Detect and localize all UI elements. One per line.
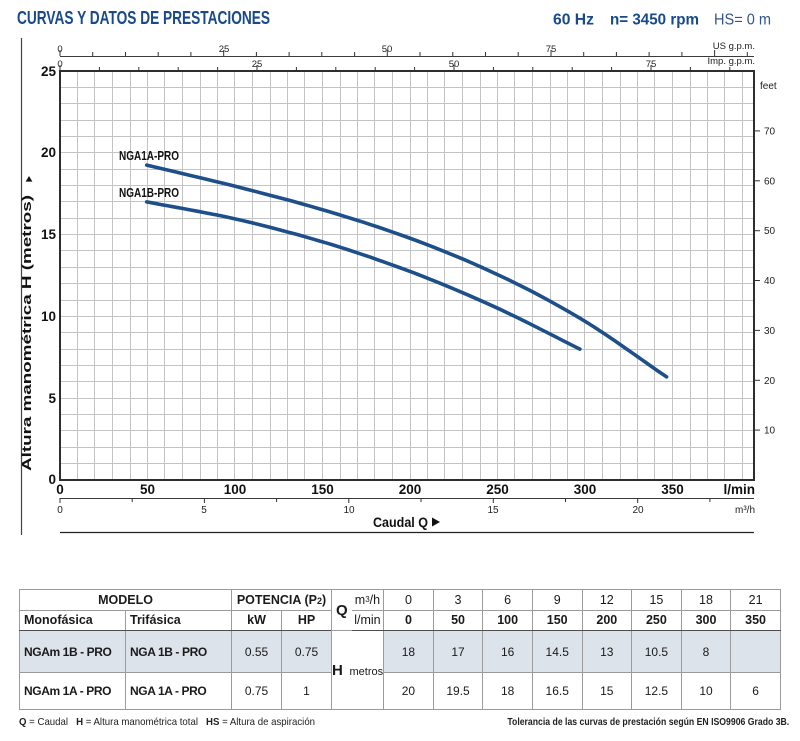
svg-text:200: 200: [399, 482, 422, 497]
svg-text:30: 30: [764, 326, 776, 337]
svg-text:100: 100: [224, 482, 247, 497]
svg-text:0: 0: [56, 482, 64, 497]
svg-text:10: 10: [41, 309, 56, 324]
svg-text:50: 50: [140, 482, 155, 497]
svg-text:0: 0: [57, 59, 62, 70]
svg-text:l/min: l/min: [723, 482, 755, 497]
svg-text:50: 50: [382, 44, 393, 55]
svg-text:40: 40: [764, 276, 776, 287]
svg-text:10: 10: [764, 426, 776, 437]
svg-text:Altura manométrica H (metros): Altura manométrica H (metros): [19, 195, 34, 471]
svg-text:50: 50: [449, 59, 460, 70]
svg-text:25: 25: [252, 59, 263, 70]
svg-text:60: 60: [764, 176, 776, 187]
svg-text:m³/h: m³/h: [735, 505, 755, 516]
svg-text:50: 50: [764, 226, 776, 237]
svg-text:n= 3450 rpm: n= 3450 rpm: [610, 12, 699, 29]
svg-text:0: 0: [48, 472, 56, 487]
svg-text:5: 5: [201, 505, 207, 516]
svg-text:350: 350: [661, 482, 684, 497]
svg-text:60 Hz: 60 Hz: [553, 12, 594, 29]
svg-text:300: 300: [574, 482, 597, 497]
svg-text:25: 25: [219, 44, 230, 55]
svg-text:5: 5: [48, 391, 56, 406]
svg-text:HS= 0 m: HS= 0 m: [714, 12, 771, 29]
svg-text:Caudal Q: Caudal Q: [373, 515, 428, 530]
svg-text:20: 20: [632, 505, 644, 516]
svg-text:20: 20: [41, 145, 56, 160]
svg-text:250: 250: [486, 482, 509, 497]
svg-text:NGA1A-PRO: NGA1A-PRO: [119, 149, 179, 163]
svg-text:15: 15: [487, 505, 499, 516]
svg-text:NGA1B-PRO: NGA1B-PRO: [119, 186, 179, 200]
svg-text:Imp. g.p.m.: Imp. g.p.m.: [707, 56, 755, 67]
svg-text:US g.p.m.: US g.p.m.: [713, 41, 755, 52]
svg-text:75: 75: [646, 59, 657, 70]
svg-text:20: 20: [764, 376, 776, 387]
svg-text:0: 0: [57, 44, 62, 55]
svg-text:15: 15: [41, 227, 57, 242]
svg-text:25: 25: [41, 64, 57, 79]
svg-text:150: 150: [311, 482, 334, 497]
svg-text:10: 10: [343, 505, 355, 516]
svg-text:0: 0: [57, 505, 63, 516]
svg-text:CURVAS Y DATOS DE PRESTACIONES: CURVAS Y DATOS DE PRESTACIONES: [17, 7, 270, 28]
svg-text:75: 75: [546, 44, 557, 55]
svg-text:70: 70: [764, 126, 776, 137]
svg-text:feet: feet: [760, 81, 777, 92]
